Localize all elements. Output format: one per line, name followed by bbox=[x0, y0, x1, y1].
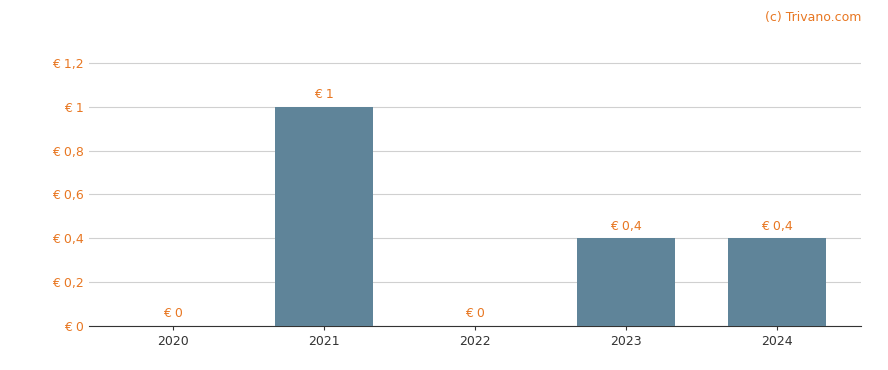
Bar bbox=[275, 107, 373, 326]
Text: € 0,4: € 0,4 bbox=[761, 220, 793, 233]
Text: € 1: € 1 bbox=[314, 88, 334, 101]
Text: € 0,4: € 0,4 bbox=[610, 220, 642, 233]
Bar bbox=[728, 238, 826, 326]
Text: € 0: € 0 bbox=[465, 307, 485, 320]
Bar bbox=[577, 238, 675, 326]
Text: € 0: € 0 bbox=[163, 307, 183, 320]
Text: (c) Trivano.com: (c) Trivano.com bbox=[765, 11, 861, 24]
